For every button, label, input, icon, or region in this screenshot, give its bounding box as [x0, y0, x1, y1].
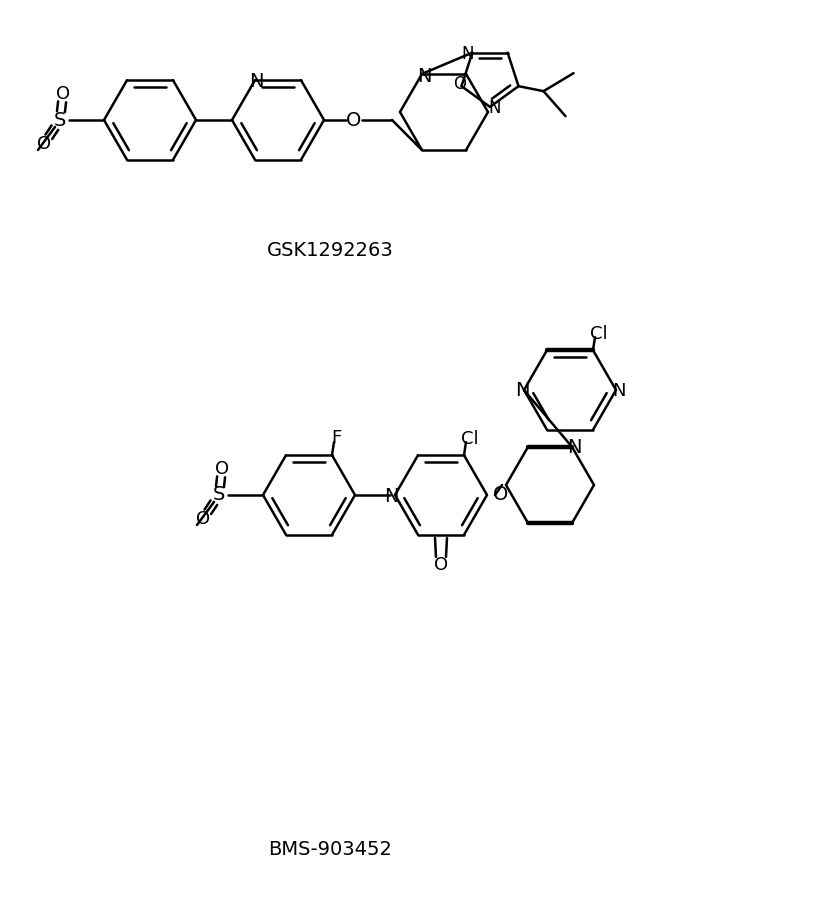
- Text: N: N: [383, 487, 398, 506]
- Text: N: N: [611, 382, 625, 400]
- Text: S: S: [212, 486, 225, 505]
- Text: N: N: [461, 45, 473, 63]
- Text: Cl: Cl: [461, 430, 478, 448]
- Text: O: O: [56, 85, 70, 103]
- Text: F: F: [330, 429, 341, 447]
- Text: S: S: [54, 111, 66, 130]
- Text: BMS-903452: BMS-903452: [268, 841, 391, 860]
- Text: O: O: [492, 486, 508, 505]
- Text: N: N: [514, 381, 528, 401]
- Text: O: O: [346, 111, 361, 130]
- Text: O: O: [452, 75, 466, 93]
- Text: N: N: [488, 99, 501, 117]
- Text: O: O: [196, 510, 210, 528]
- Text: N: N: [416, 68, 431, 86]
- Text: Cl: Cl: [589, 325, 607, 343]
- Text: O: O: [37, 135, 51, 153]
- Text: O: O: [215, 460, 229, 478]
- Text: N: N: [566, 439, 580, 458]
- Text: GSK1292263: GSK1292263: [267, 241, 393, 259]
- Text: O: O: [433, 556, 447, 574]
- Text: N: N: [248, 72, 263, 91]
